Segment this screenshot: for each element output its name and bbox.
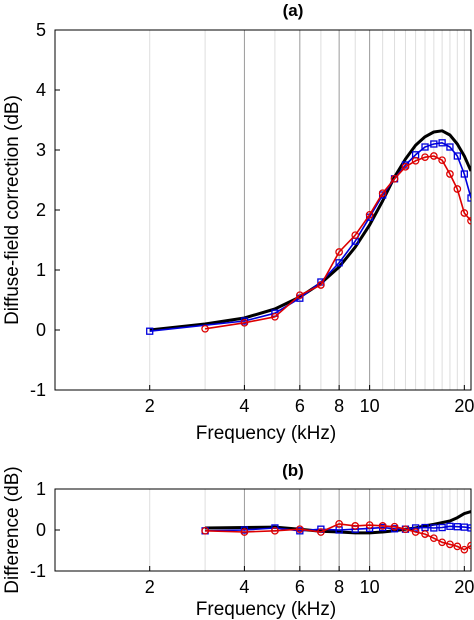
data-point-circle	[429, 534, 438, 543]
y-axis-label: Difference (dB)	[2, 466, 23, 593]
x-tick-label: 4	[239, 396, 249, 416]
y-tick-label: 2	[36, 200, 46, 220]
plot-frame	[54, 29, 472, 391]
y-tick-label: -1	[30, 380, 46, 400]
data-point-square	[460, 170, 468, 178]
data-point-circle	[335, 248, 343, 256]
data-point-circle	[378, 522, 387, 530]
data-point-square	[421, 143, 429, 151]
x-tick-label: 20	[454, 396, 474, 416]
plot-area	[146, 129, 471, 335]
data-point-square	[438, 139, 446, 147]
data-point-circle	[390, 522, 399, 531]
panel-b: -1 0 1 2 4 6 8 10 20 (b) Frequency (kHz) Difference…	[2, 461, 474, 620]
data-point-circle	[446, 170, 454, 178]
series-line-1	[149, 129, 471, 332]
data-point-circle	[453, 185, 462, 193]
data-point-square	[467, 524, 471, 532]
series-line-3	[205, 523, 471, 551]
x-tick-label: 8	[334, 577, 344, 597]
x-tick-label: 4	[239, 577, 249, 597]
data-point-circle	[317, 281, 325, 289]
chart-title: (b)	[282, 461, 304, 480]
data-point-circle	[317, 528, 325, 536]
data-point-circle	[438, 538, 446, 547]
data-point-circle	[411, 156, 420, 165]
series-line-2	[205, 525, 471, 532]
data-point-circle	[295, 291, 304, 300]
x-tick-label: 10	[360, 577, 380, 597]
data-point-square	[460, 523, 468, 531]
x-tick-label: 2	[145, 577, 155, 597]
data-point-circle	[365, 210, 374, 219]
data-point-circle	[335, 519, 343, 528]
plot-area	[201, 510, 471, 554]
chart-title: (a)	[283, 1, 304, 20]
y-tick-label: 0	[36, 520, 46, 540]
series-line-3	[204, 155, 471, 330]
data-point-square	[430, 140, 438, 148]
data-point-circle	[378, 189, 387, 198]
data-point-circle	[201, 324, 209, 333]
data-point-circle	[401, 162, 410, 171]
x-axis-label: Frequency (kHz)	[196, 423, 336, 444]
data-point-circle	[453, 542, 462, 551]
x-tick-label: 6	[295, 396, 305, 416]
panel-a: -1 0 1 2 3 4 5 2 4 6 8 10 20 (a) Frequency (kHz) Diffus…	[2, 1, 474, 444]
data-point-circle	[467, 541, 471, 550]
data-point-circle	[467, 216, 471, 225]
data-point-square	[430, 524, 438, 532]
y-tick-label: 1	[36, 479, 46, 499]
data-point-square	[453, 523, 461, 531]
x-tick-label: 20	[454, 577, 474, 597]
data-point-square	[335, 259, 343, 267]
data-point-circle	[401, 525, 410, 534]
data-point-circle	[351, 522, 360, 530]
data-point-circle	[460, 209, 469, 217]
data-point-circle	[240, 318, 249, 327]
data-point-circle	[390, 174, 399, 183]
data-point-square	[446, 143, 454, 151]
data-point-circle	[411, 528, 420, 536]
y-tick-label: 4	[36, 80, 46, 100]
data-point-circle	[271, 312, 279, 321]
data-point-circle	[351, 231, 360, 240]
data-point-square	[446, 522, 454, 530]
x-tick-label: 10	[360, 396, 380, 416]
y-tick-label: 3	[36, 140, 46, 160]
data-point-circle	[446, 540, 454, 549]
y-tick-label: 1	[36, 260, 46, 280]
data-point-circle	[438, 156, 446, 165]
data-point-circle	[429, 152, 438, 160]
data-point-circle	[271, 526, 279, 535]
data-point-square	[438, 523, 446, 532]
data-point-square	[467, 194, 471, 202]
y-tick-label: 5	[36, 20, 46, 40]
x-tick-label: 8	[334, 396, 344, 416]
data-point-circle	[240, 528, 249, 536]
y-tick-label: 0	[36, 320, 46, 340]
x-tick-label: 6	[295, 577, 305, 597]
data-point-circle	[365, 521, 374, 529]
x-axis-label: Frequency (kHz)	[196, 599, 336, 620]
series-line-2	[149, 142, 471, 332]
data-point-square	[411, 524, 420, 532]
data-point-circle	[460, 545, 469, 554]
data-point-square	[146, 327, 154, 335]
data-point-circle	[201, 526, 209, 535]
y-axis-label: Diffuse-field correction (dB)	[2, 95, 23, 325]
data-point-circle	[421, 153, 429, 162]
y-tick-label: -1	[30, 561, 46, 581]
data-point-circle	[295, 525, 304, 534]
data-point-square	[453, 152, 461, 160]
data-point-circle	[421, 530, 429, 538]
x-tick-label: 2	[145, 396, 155, 416]
